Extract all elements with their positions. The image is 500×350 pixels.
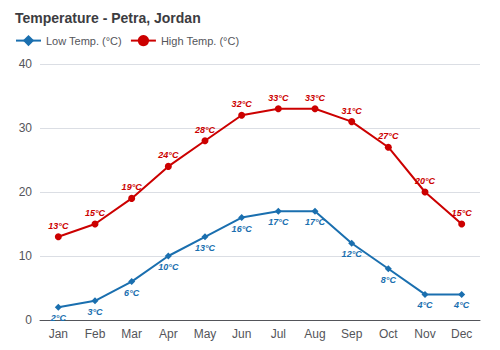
svg-text:8°C: 8°C <box>381 275 397 285</box>
svg-text:40: 40 <box>19 57 33 71</box>
svg-text:10: 10 <box>19 249 33 263</box>
svg-text:Temperature - Petra, Jordan: Temperature - Petra, Jordan <box>15 10 201 26</box>
svg-text:33°C: 33°C <box>305 93 326 103</box>
svg-text:Jun: Jun <box>232 327 251 341</box>
svg-text:Dec: Dec <box>451 327 472 341</box>
svg-text:17°C: 17°C <box>268 217 289 227</box>
svg-text:Low Temp. (°C): Low Temp. (°C) <box>46 35 122 47</box>
svg-text:Feb: Feb <box>85 327 106 341</box>
svg-text:16°C: 16°C <box>232 224 253 234</box>
svg-text:30: 30 <box>19 121 33 135</box>
svg-text:32°C: 32°C <box>232 99 253 109</box>
svg-text:Aug: Aug <box>304 327 325 341</box>
svg-text:4°C: 4°C <box>416 300 433 310</box>
svg-text:31°C: 31°C <box>342 106 363 116</box>
svg-text:Mar: Mar <box>121 327 142 341</box>
svg-text:33°C: 33°C <box>268 93 289 103</box>
svg-text:Jul: Jul <box>271 327 286 341</box>
svg-text:13°C: 13°C <box>195 243 216 253</box>
svg-text:0: 0 <box>25 313 32 327</box>
svg-text:Oct: Oct <box>379 327 398 341</box>
svg-text:2°C: 2°C <box>50 313 67 323</box>
svg-text:15°C: 15°C <box>85 208 106 218</box>
svg-text:Sep: Sep <box>341 327 363 341</box>
svg-text:20°C: 20°C <box>414 176 436 186</box>
svg-text:17°C: 17°C <box>305 217 326 227</box>
svg-text:6°C: 6°C <box>124 288 140 298</box>
svg-text:28°C: 28°C <box>194 125 216 135</box>
svg-text:3°C: 3°C <box>87 307 103 317</box>
svg-text:10°C: 10°C <box>158 262 179 272</box>
svg-text:13°C: 13°C <box>48 221 69 231</box>
svg-text:20: 20 <box>19 185 33 199</box>
svg-text:May: May <box>194 327 217 341</box>
svg-text:High Temp. (°C): High Temp. (°C) <box>161 35 239 47</box>
svg-text:12°C: 12°C <box>342 249 363 259</box>
svg-text:Jan: Jan <box>49 327 68 341</box>
svg-text:24°C: 24°C <box>157 150 179 160</box>
svg-text:Nov: Nov <box>414 327 435 341</box>
svg-text:Apr: Apr <box>159 327 178 341</box>
svg-text:15°C: 15°C <box>452 208 473 218</box>
svg-text:19°C: 19°C <box>122 182 143 192</box>
svg-text:27°C: 27°C <box>377 131 399 141</box>
svg-text:4°C: 4°C <box>453 300 470 310</box>
